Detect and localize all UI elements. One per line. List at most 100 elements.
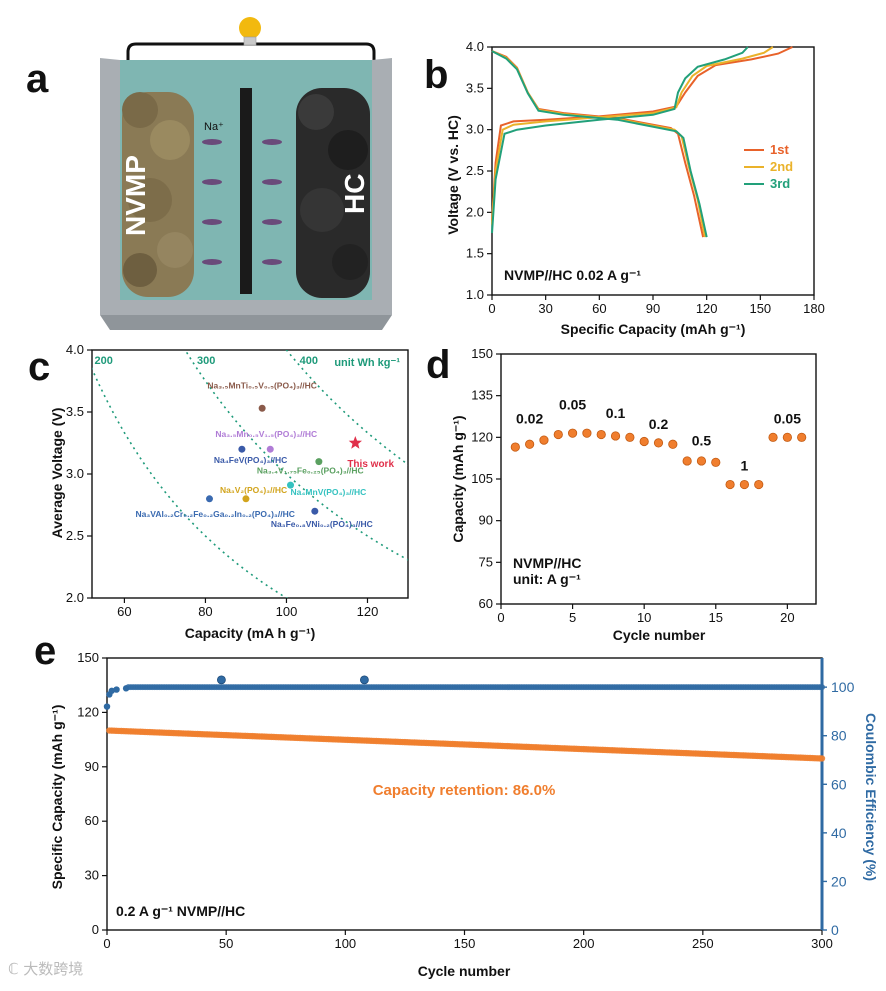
y-tick-label: 1.0 bbox=[466, 287, 484, 302]
y-tick-label: 30 bbox=[85, 868, 99, 883]
panel-a-letter: a bbox=[26, 57, 49, 101]
data-point bbox=[739, 479, 750, 490]
y-tick-label: 150 bbox=[471, 346, 493, 361]
x-tick-label: 90 bbox=[646, 301, 660, 316]
y2-tick-label: 0 bbox=[831, 922, 839, 938]
panel-d-letter: d bbox=[426, 343, 450, 387]
x-tick-label: 20 bbox=[780, 610, 794, 625]
rate-label: 0.05 bbox=[774, 410, 801, 426]
panel-d-annotation-line1: NVMP//HC bbox=[513, 555, 581, 571]
data-point-label: Na₃.₄V₁.₇₅Fe₀.₂₅(PO₄)₃//HC bbox=[257, 466, 364, 476]
data-point bbox=[539, 435, 549, 445]
y-tick-label: 3.0 bbox=[66, 466, 84, 481]
data-point bbox=[582, 428, 592, 438]
panel-e: e 0 50 100 150 200 250 30003060901201500204060… bbox=[34, 629, 879, 979]
y2-tick-label: 20 bbox=[831, 873, 847, 889]
rate-label: 0.02 bbox=[516, 410, 543, 426]
efficiency-data-point bbox=[819, 684, 825, 691]
y-tick-label: 4.0 bbox=[66, 342, 84, 357]
data-point bbox=[682, 456, 692, 466]
data-point bbox=[625, 432, 635, 442]
capacity-data-point bbox=[818, 755, 826, 762]
x-tick-label: 80 bbox=[198, 604, 212, 619]
data-point bbox=[797, 432, 807, 442]
y-tick-label: 2.0 bbox=[66, 590, 84, 605]
y-tick-label: 2.5 bbox=[466, 163, 484, 178]
energy-density-label-400: 400 bbox=[300, 355, 318, 367]
panel-e-letter: e bbox=[34, 629, 56, 673]
y-tick-label: 90 bbox=[85, 759, 99, 774]
y-tick-label: 4.0 bbox=[466, 39, 484, 54]
panel-c-energy-unit: unit Wh kg⁻¹ bbox=[334, 357, 400, 369]
panel-b-plot: 0 30 60 90 120 150 180 1.0 1.5 2.0 2.5 3.0 3.5 4.0 1st… bbox=[466, 39, 825, 316]
energy-density-line-300 bbox=[184, 350, 408, 561]
na-ion-arrows bbox=[202, 139, 282, 265]
x-tick-label: 60 bbox=[117, 604, 131, 619]
x-tick-label: 300 bbox=[811, 936, 833, 951]
series-1st-charge-line bbox=[491, 46, 793, 221]
y2-tick-label: 40 bbox=[831, 825, 847, 841]
x-tick-label: 150 bbox=[749, 301, 771, 316]
x-tick-label: 50 bbox=[219, 936, 233, 951]
panel-c: c 60 80 100 120 2.0 2.5 3.0 3.5 4.0 200 300 400 Na₃.… bbox=[28, 342, 409, 641]
panel-c-y-axis-label: Average Voltage (V) bbox=[49, 408, 65, 539]
y-tick-label: 2.0 bbox=[466, 204, 484, 219]
data-point bbox=[696, 456, 707, 466]
y-tick-label: 3.5 bbox=[466, 80, 484, 95]
panel-e-right-axis-label: Coulombic Efficiency (%) bbox=[863, 713, 879, 881]
energy-density-label-200: 200 bbox=[94, 355, 112, 367]
legend-label-1st: 1st bbox=[770, 142, 789, 157]
panel-c-letter: c bbox=[28, 345, 50, 389]
x-tick-label: 150 bbox=[454, 936, 476, 951]
x-tick-label: 0 bbox=[488, 301, 495, 316]
y-tick-label: 105 bbox=[471, 471, 493, 486]
data-point bbox=[510, 442, 520, 452]
rate-label: 0.1 bbox=[606, 405, 626, 421]
y-tick-label: 75 bbox=[479, 554, 493, 569]
na-ion-label: Na⁺ bbox=[204, 121, 224, 133]
data-point bbox=[596, 429, 606, 440]
x-tick-label: 10 bbox=[637, 610, 651, 625]
panel-d-x-axis-label: Cycle number bbox=[613, 627, 706, 643]
energy-density-line-200 bbox=[92, 367, 289, 598]
efficiency-outlier-point bbox=[216, 675, 226, 685]
data-point bbox=[610, 431, 621, 441]
nvmp-electrode bbox=[122, 92, 194, 297]
data-point bbox=[725, 479, 735, 490]
hc-electrode bbox=[296, 88, 370, 298]
data-point-star bbox=[348, 436, 362, 449]
panel-e-left-axis-label: Specific Capacity (mAh g⁻¹) bbox=[49, 705, 65, 890]
panel-e-x-axis-label: Cycle number bbox=[418, 963, 511, 979]
data-point-label: Na₃.₅MnTi₀.₅V₀.₅(PO₄)₃//HC bbox=[207, 380, 317, 390]
y-tick-label: 60 bbox=[85, 813, 99, 828]
panel-b-annotation: NVMP//HC 0.02 A g⁻¹ bbox=[504, 267, 641, 283]
data-point-label: Na₃V₂(PO₄)₃//HC bbox=[220, 485, 287, 495]
y-tick-label: 3.5 bbox=[66, 404, 84, 419]
efficiency-outlier-point bbox=[359, 675, 369, 685]
nvmp-label: NVMP bbox=[120, 155, 151, 236]
data-point bbox=[653, 438, 664, 448]
y2-tick-label: 80 bbox=[831, 728, 847, 744]
rate-label: 0.05 bbox=[559, 397, 586, 413]
y-tick-label: 120 bbox=[471, 429, 493, 444]
data-point bbox=[553, 429, 563, 440]
efficiency-data-point bbox=[103, 703, 111, 710]
x-tick-label: 180 bbox=[803, 301, 825, 316]
y-tick-label: 2.5 bbox=[66, 528, 84, 543]
panel-d-plot: 0 5 10 15 20 60 75 90 105 120 135 150 0.02 0.05 0.1 0.2… bbox=[471, 346, 817, 625]
data-point bbox=[525, 439, 535, 449]
x-tick-label: 120 bbox=[696, 301, 718, 316]
series-2nd-charge-line bbox=[491, 46, 774, 225]
x-tick-label: 200 bbox=[573, 936, 595, 951]
x-tick-label: 5 bbox=[569, 610, 576, 625]
separator bbox=[240, 88, 252, 294]
panel-b-x-axis-label: Specific Capacity (mAh g⁻¹) bbox=[561, 321, 746, 337]
x-tick-label: 250 bbox=[692, 936, 714, 951]
panel-d-annotation-line2: unit: A g⁻¹ bbox=[513, 571, 581, 587]
panel-c-x-axis-label: Capacity (mA h g⁻¹) bbox=[185, 625, 316, 641]
light-bulb-icon bbox=[239, 17, 261, 46]
data-point bbox=[238, 445, 246, 453]
data-point-label: Na₄MnV(PO₄)₃//HC bbox=[291, 487, 367, 497]
data-point bbox=[205, 495, 213, 503]
